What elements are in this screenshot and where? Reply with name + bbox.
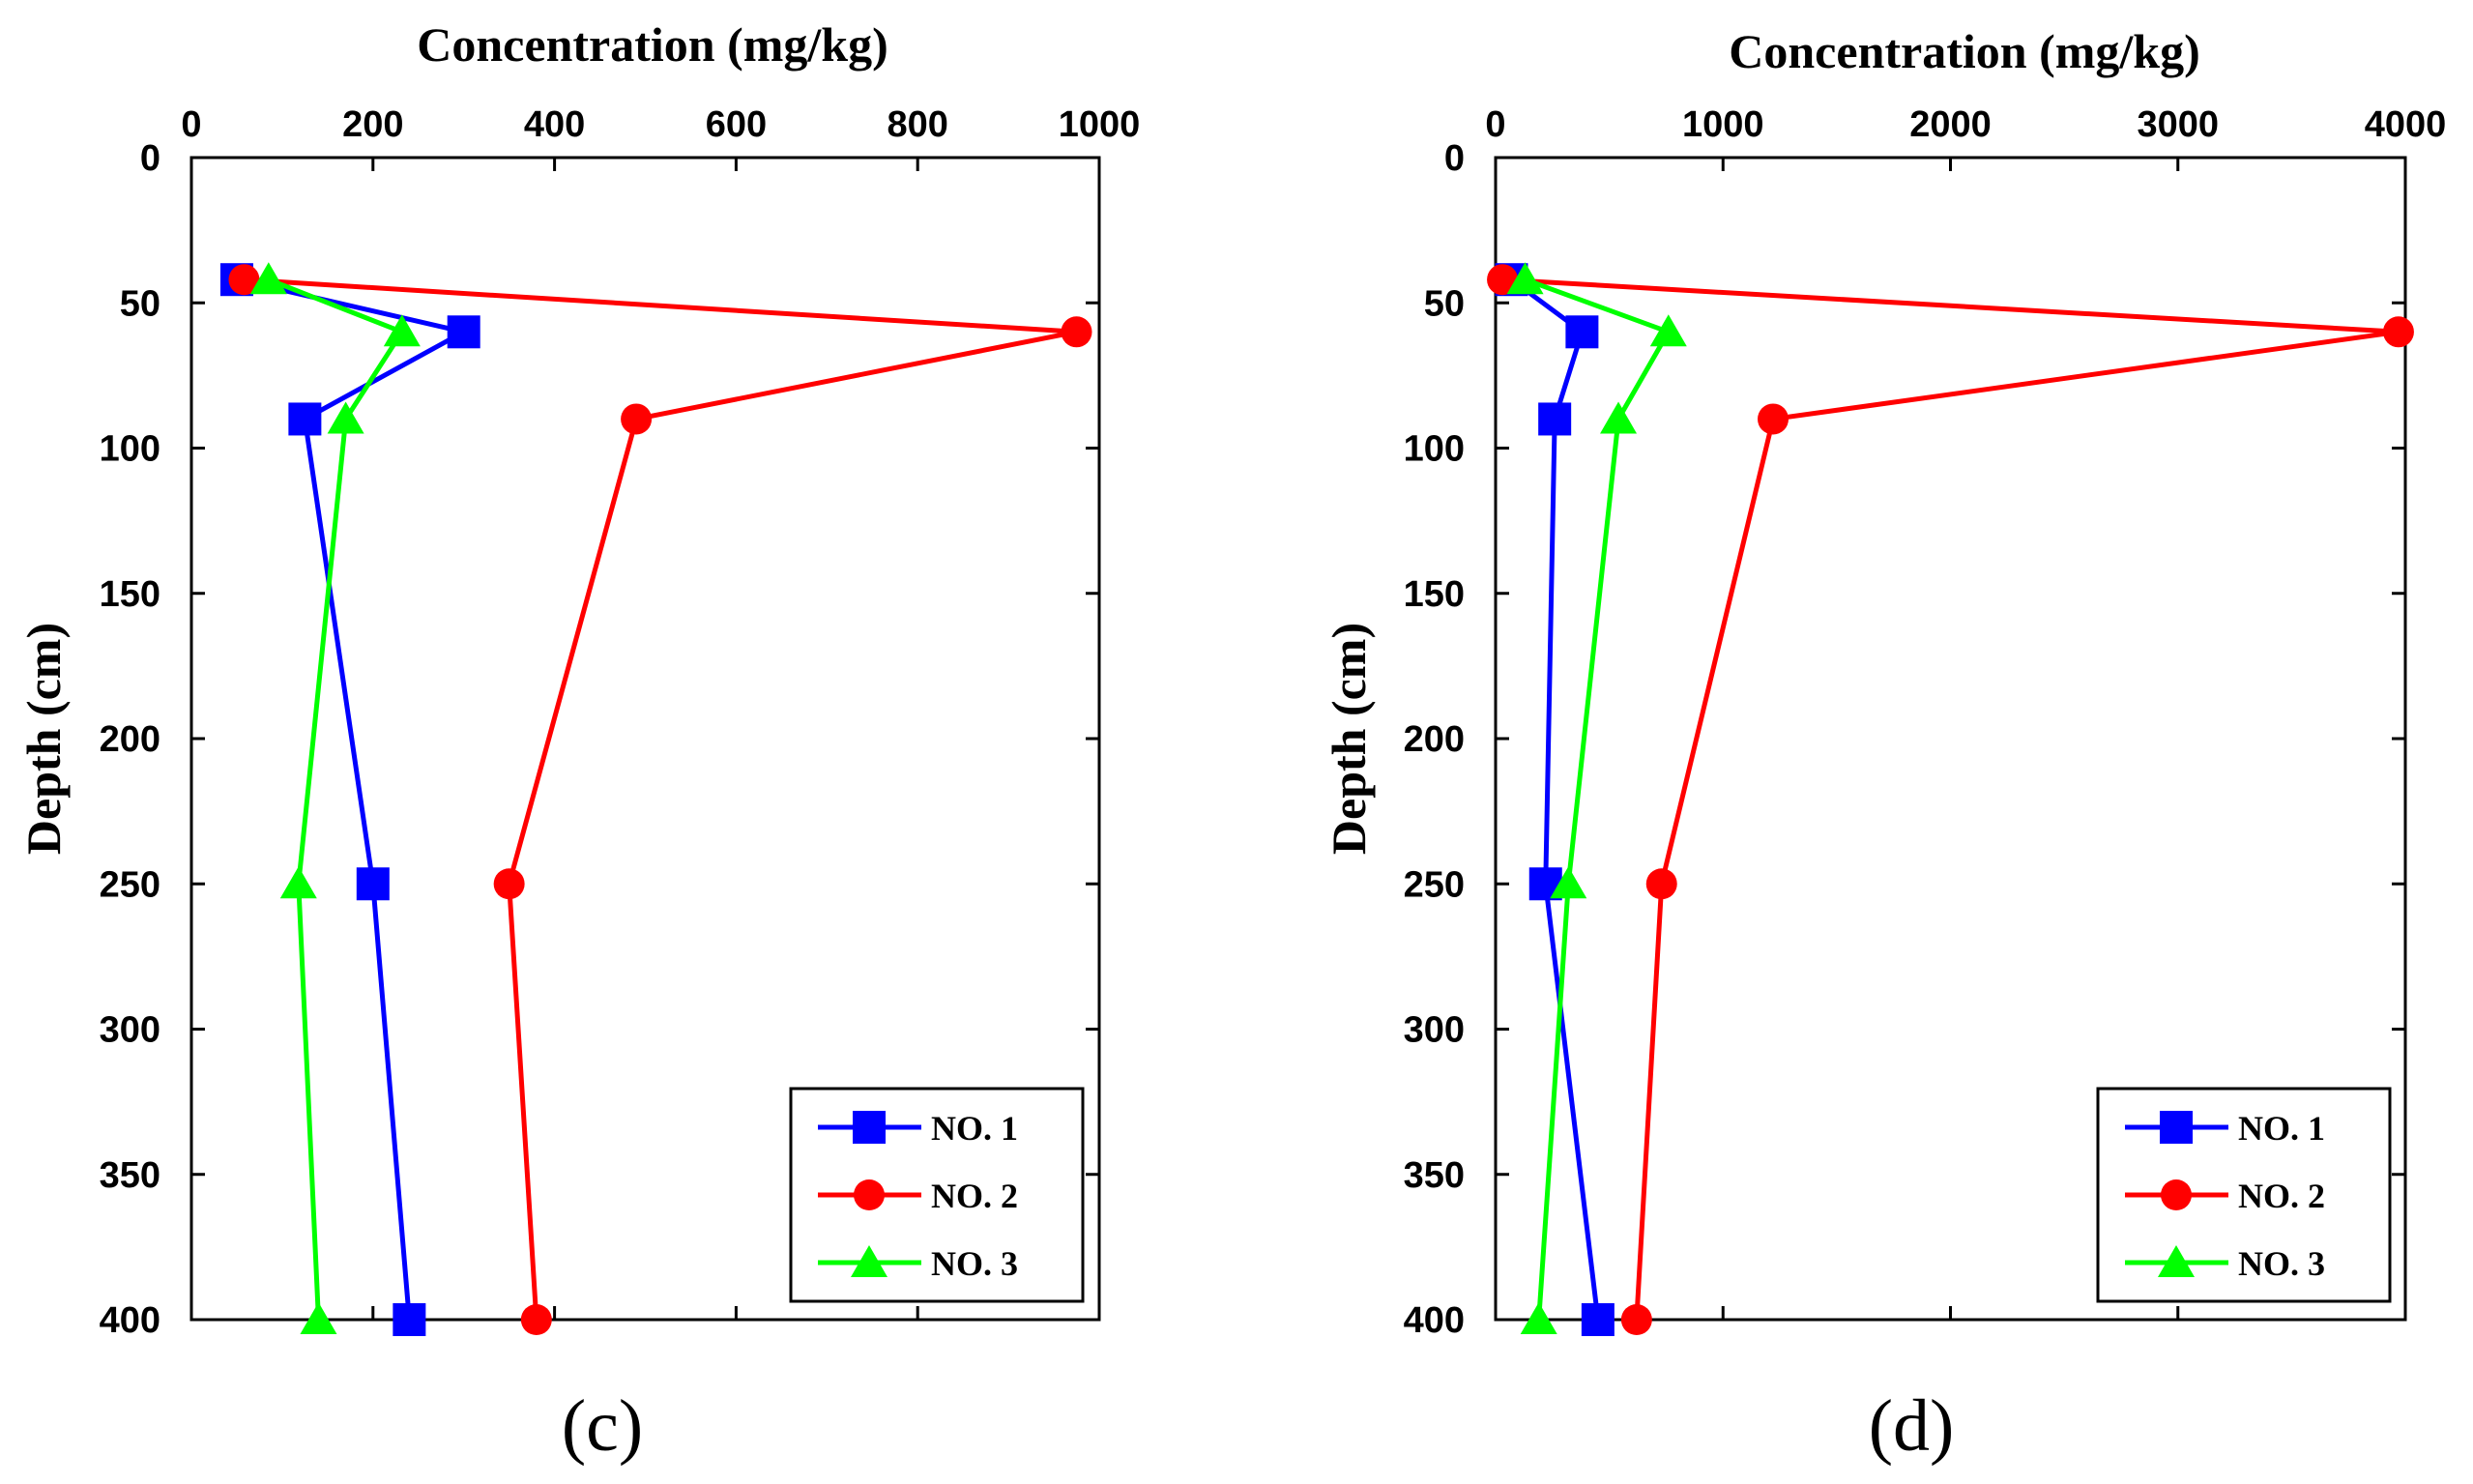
data-point-circle (621, 403, 653, 435)
x-tick-label: 0 (1485, 104, 1505, 145)
data-point-circle (1758, 403, 1789, 435)
data-point-triangle (1600, 401, 1638, 434)
data-point-square (1565, 315, 1599, 349)
y-tick-label: 400 (100, 1300, 160, 1341)
x-tick-label: 1000 (1059, 104, 1141, 145)
legend-label: NO. 3 (931, 1244, 1018, 1283)
data-point-triangle (1550, 866, 1587, 899)
y-tick-label: 200 (100, 719, 160, 760)
x-tick-label: 1000 (1682, 104, 1764, 145)
legend-marker-circle (2161, 1179, 2192, 1210)
data-point-square (1581, 1303, 1615, 1336)
legend-marker-circle (854, 1179, 885, 1210)
panel-label: (d) (1869, 1385, 1955, 1467)
data-point-triangle (279, 866, 317, 899)
data-point-square (356, 867, 390, 901)
data-point-square (447, 315, 480, 349)
legend-marker-triangle (851, 1245, 887, 1277)
data-point-square (393, 1303, 426, 1336)
x-tick-label: 3000 (2137, 104, 2219, 145)
x-axis-title: Concentration (mg/kg) (1729, 24, 2199, 78)
y-tick-label: 50 (120, 283, 160, 324)
legend-label: NO. 3 (2238, 1244, 2325, 1283)
y-tick-label: 150 (100, 574, 160, 615)
x-tick-label: 200 (342, 104, 403, 145)
data-point-circle (1645, 868, 1677, 900)
y-axis-title: Depth (cm) (16, 623, 71, 855)
y-tick-label: 250 (100, 864, 160, 905)
legend-marker-triangle (2158, 1245, 2195, 1277)
legend-marker-square (2160, 1111, 2193, 1144)
legend-marker-square (853, 1111, 886, 1144)
y-tick-label: 200 (1404, 719, 1465, 760)
data-point-triangle (1649, 314, 1687, 347)
panel-c-chart: 0 200 400 600 800 1000 0 50 100 150 200 250 300 350 40… (16, 17, 1140, 1467)
data-point-circle (228, 264, 260, 296)
y-tick-label: 250 (1404, 864, 1465, 905)
y-tick-label: 350 (1404, 1155, 1465, 1196)
y-tick-label: 0 (140, 138, 160, 179)
panel-d-chart: 0 1000 2000 3000 4000 0 50 100 150 200 250 300 350 40… (1322, 24, 2446, 1467)
y-tick-label: 100 (1404, 429, 1465, 470)
data-point-circle (520, 1304, 552, 1335)
y-tick-label: 400 (1404, 1300, 1465, 1341)
data-point-triangle (249, 262, 287, 295)
y-tick-label: 350 (100, 1155, 160, 1196)
x-tick-label: 400 (524, 104, 585, 145)
x-tick-label: 0 (181, 104, 201, 145)
legend-label: NO. 2 (2238, 1177, 2325, 1215)
y-tick-label: 300 (100, 1010, 160, 1051)
y-tick-label: 100 (100, 429, 160, 470)
y-tick-label: 300 (1404, 1010, 1465, 1051)
x-tick-label: 800 (887, 104, 947, 145)
data-point-square (288, 402, 322, 436)
x-tick-label: 600 (706, 104, 767, 145)
data-point-circle (2382, 316, 2414, 348)
data-point-triangle (300, 1302, 337, 1334)
data-point-circle (1061, 316, 1092, 348)
data-point-circle (1620, 1304, 1652, 1335)
x-tick-label: 2000 (1909, 104, 1992, 145)
data-point-triangle (327, 401, 364, 434)
data-point-circle (493, 868, 525, 900)
x-tick-label: 4000 (2365, 104, 2447, 145)
data-point-square (1538, 402, 1572, 436)
y-tick-label: 50 (1424, 283, 1465, 324)
panel-label: (c) (562, 1385, 643, 1467)
data-point-triangle (383, 314, 421, 347)
y-tick-label: 150 (1404, 574, 1465, 615)
legend-label: NO. 2 (931, 1177, 1018, 1215)
data-point-circle (1487, 264, 1519, 296)
data-point-triangle (1506, 262, 1544, 295)
data-point-triangle (1520, 1302, 1557, 1334)
legend-label: NO. 1 (931, 1109, 1018, 1148)
y-axis-title: Depth (cm) (1322, 623, 1376, 855)
x-axis-title: Concentration (mg/kg) (417, 17, 887, 72)
y-tick-label: 0 (1444, 138, 1465, 179)
legend-label: NO. 1 (2238, 1109, 2325, 1148)
